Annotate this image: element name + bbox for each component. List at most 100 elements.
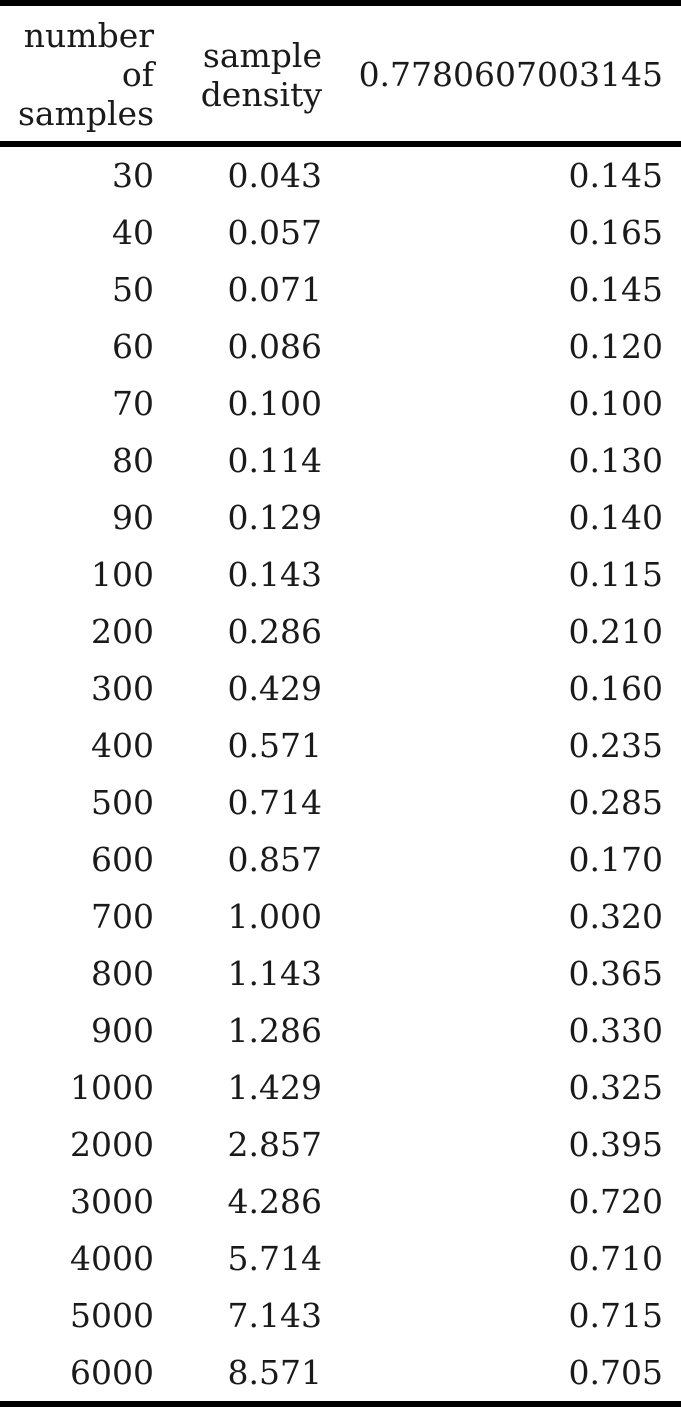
table-cell: 4.286 (227, 1182, 322, 1221)
table-row: 60 0.086 0.120 (0, 318, 681, 375)
table-row: 100 0.143 0.115 (0, 546, 681, 603)
table-cell: 0.286 (227, 612, 322, 651)
table-cell: 0.071 (227, 270, 322, 309)
header-text: of (121, 55, 154, 94)
table-cell: 2000 (70, 1125, 154, 1164)
header-text: density (200, 75, 322, 114)
table-cell: 70 (112, 384, 154, 423)
table-cell: 1.000 (227, 897, 322, 936)
table-cell: 0.320 (568, 897, 663, 936)
header-number-of-samples: number of samples (0, 16, 154, 133)
table-cell: 5000 (70, 1296, 154, 1335)
table-cell: 5.714 (227, 1239, 322, 1278)
table-cell: 0.714 (227, 783, 322, 822)
table-header-row: number of samples sample density 0.77806… (0, 6, 681, 141)
table-row: 300 0.429 0.160 (0, 660, 681, 717)
table-bottom-rule (0, 1401, 681, 1407)
table-cell: 0.285 (568, 783, 663, 822)
header-value-column: 0.7780607003145 (323, 55, 663, 94)
table-row: 600 0.857 0.170 (0, 831, 681, 888)
table-row: 500 0.714 0.285 (0, 774, 681, 831)
table-cell: 7.143 (227, 1296, 322, 1335)
table-cell: 400 (91, 726, 154, 765)
table-cell: 0.429 (227, 669, 322, 708)
table-row: 700 1.000 0.320 (0, 888, 681, 945)
table-body: 30 0.043 0.145 40 0.057 0.165 50 0.071 0.145 60 0.… (0, 147, 681, 1401)
table-cell: 3000 (70, 1182, 154, 1221)
table-cell: 8.571 (227, 1353, 322, 1392)
table-cell: 0.145 (568, 156, 663, 195)
table-cell: 0.140 (568, 498, 663, 537)
table-header-rule (0, 141, 681, 147)
table-row: 50 0.071 0.145 (0, 261, 681, 318)
table-row: 800 1.143 0.365 (0, 945, 681, 1002)
table-cell: 0.170 (568, 840, 663, 879)
header-text: sample (202, 36, 322, 75)
header-text: samples (17, 94, 154, 133)
table-cell: 40 (112, 213, 154, 252)
table-row: 3000 4.286 0.720 (0, 1173, 681, 1230)
table-cell: 100 (91, 555, 154, 594)
table-cell: 0.120 (568, 327, 663, 366)
table-cell: 0.715 (568, 1296, 663, 1335)
table-cell: 0.100 (568, 384, 663, 423)
table-cell: 0.325 (568, 1068, 663, 1107)
header-text: number (23, 16, 154, 55)
table-cell: 50 (112, 270, 154, 309)
table-cell: 4000 (70, 1239, 154, 1278)
table-row: 6000 8.571 0.705 (0, 1344, 681, 1401)
table-cell: 0.160 (568, 669, 663, 708)
table-row: 40 0.057 0.165 (0, 204, 681, 261)
table-cell: 0.130 (568, 441, 663, 480)
table-cell: 0.395 (568, 1125, 663, 1164)
table-cell: 0.710 (568, 1239, 663, 1278)
table-cell: 500 (91, 783, 154, 822)
table-cell: 600 (91, 840, 154, 879)
table-row: 5000 7.143 0.715 (0, 1287, 681, 1344)
table-row: 1000 1.429 0.325 (0, 1059, 681, 1116)
table-cell: 1000 (70, 1068, 154, 1107)
table-cell: 90 (112, 498, 154, 537)
table-cell: 0.571 (227, 726, 322, 765)
table-row: 30 0.043 0.145 (0, 147, 681, 204)
table-cell: 2.857 (227, 1125, 322, 1164)
table-cell: 900 (91, 1011, 154, 1050)
table-cell: 0.145 (568, 270, 663, 309)
table-cell: 0.165 (568, 213, 663, 252)
table-cell: 0.057 (227, 213, 322, 252)
table-row: 70 0.100 0.100 (0, 375, 681, 432)
table-cell: 0.210 (568, 612, 663, 651)
table-row: 80 0.114 0.130 (0, 432, 681, 489)
table-cell: 6000 (70, 1353, 154, 1392)
table-row: 2000 2.857 0.395 (0, 1116, 681, 1173)
table-cell: 0.115 (568, 555, 663, 594)
table-cell: 300 (91, 669, 154, 708)
table-cell: 200 (91, 612, 154, 651)
table-cell: 0.720 (568, 1182, 663, 1221)
table-cell: 1.286 (227, 1011, 322, 1050)
table-cell: 0.235 (568, 726, 663, 765)
table-cell: 30 (112, 156, 154, 195)
header-sample-density: sample density (162, 36, 322, 114)
table-top-rule (0, 0, 681, 6)
table-cell: 700 (91, 897, 154, 936)
table-row: 900 1.286 0.330 (0, 1002, 681, 1059)
table-cell: 0.365 (568, 954, 663, 993)
table-cell: 0.043 (227, 156, 322, 195)
table-cell: 60 (112, 327, 154, 366)
table-cell: 800 (91, 954, 154, 993)
table-cell: 0.129 (227, 498, 322, 537)
table-cell: 0.705 (568, 1353, 663, 1392)
table-cell: 80 (112, 441, 154, 480)
table-cell: 0.114 (227, 441, 322, 480)
table-cell: 0.143 (227, 555, 322, 594)
table-cell: 1.429 (227, 1068, 322, 1107)
table-cell: 0.086 (227, 327, 322, 366)
table-row: 200 0.286 0.210 (0, 603, 681, 660)
table-cell: 0.330 (568, 1011, 663, 1050)
table-cell: 1.143 (227, 954, 322, 993)
header-text: 0.7780607003145 (358, 55, 663, 94)
table-cell: 0.857 (227, 840, 322, 879)
table-row: 400 0.571 0.235 (0, 717, 681, 774)
